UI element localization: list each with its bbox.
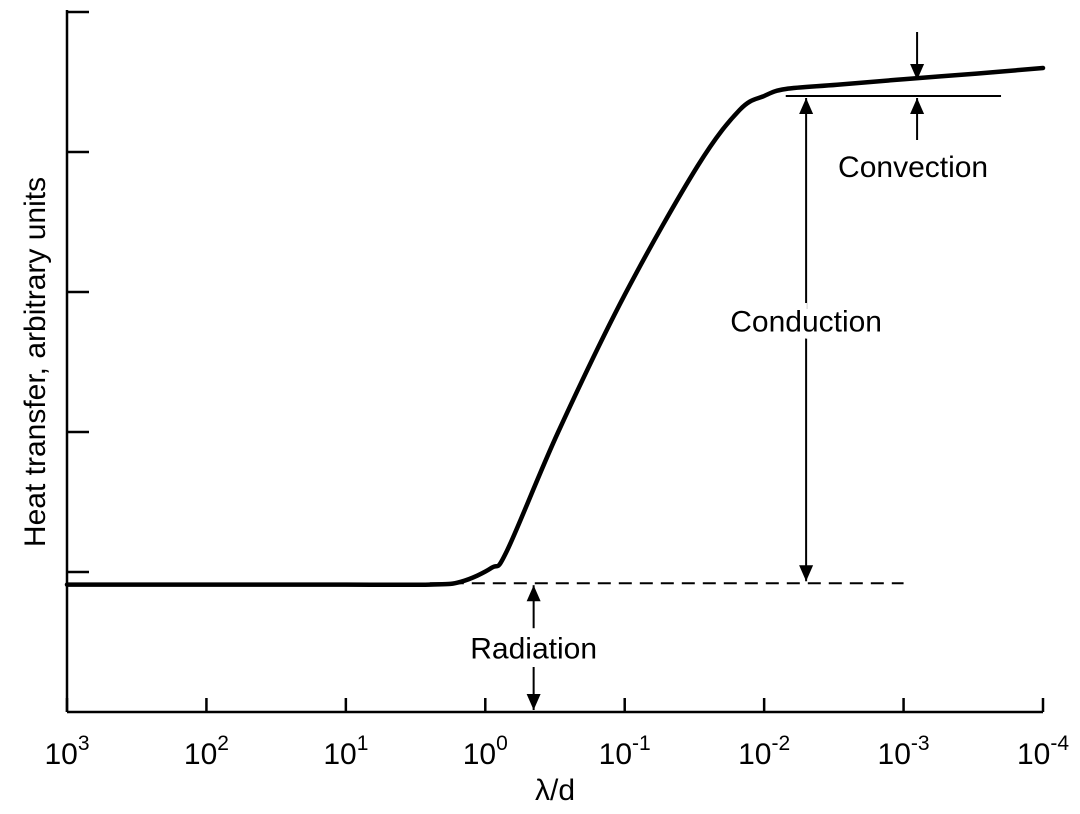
plot-lines [64, 65, 1046, 588]
conduction-label: Conduction [730, 306, 882, 339]
convection-arrow-bottom-head [910, 98, 925, 114]
radiation-arrow-top-head [526, 585, 541, 602]
x-tick-label: 103 [44, 732, 89, 771]
radiation-arrow-bottom-head [526, 694, 541, 710]
axes [65, 10, 1043, 714]
convection-label: Convection [838, 151, 988, 184]
y-axis-title: Heat transfer, arbitrary units [19, 177, 52, 547]
x-tick-label: 10-2 [738, 732, 790, 771]
ticks: 103 102 101 100 10-1 10-2 10-3 10-4 [44, 10, 1069, 771]
convection-arrow-top-head [910, 64, 925, 80]
conduction-arrow-bottom-head [799, 565, 814, 582]
conduction-arrow-top-head [799, 98, 814, 114]
x-tick-label: 101 [323, 732, 368, 771]
annotations: Convection Conduction Radiation [470, 32, 988, 710]
radiation-label: Radiation [470, 633, 597, 666]
x-tick-label: 10-4 [1017, 732, 1069, 771]
heat-transfer-curve [64, 65, 1046, 588]
x-tick-label: 102 [184, 732, 229, 771]
labels: λ/d Heat transfer, arbitrary units [19, 177, 575, 807]
x-tick-label: 10-3 [878, 732, 930, 771]
x-tick-label: 100 [463, 732, 508, 771]
x-axis-title: λ/d [535, 774, 575, 807]
x-tick-label: 10-1 [599, 732, 651, 771]
